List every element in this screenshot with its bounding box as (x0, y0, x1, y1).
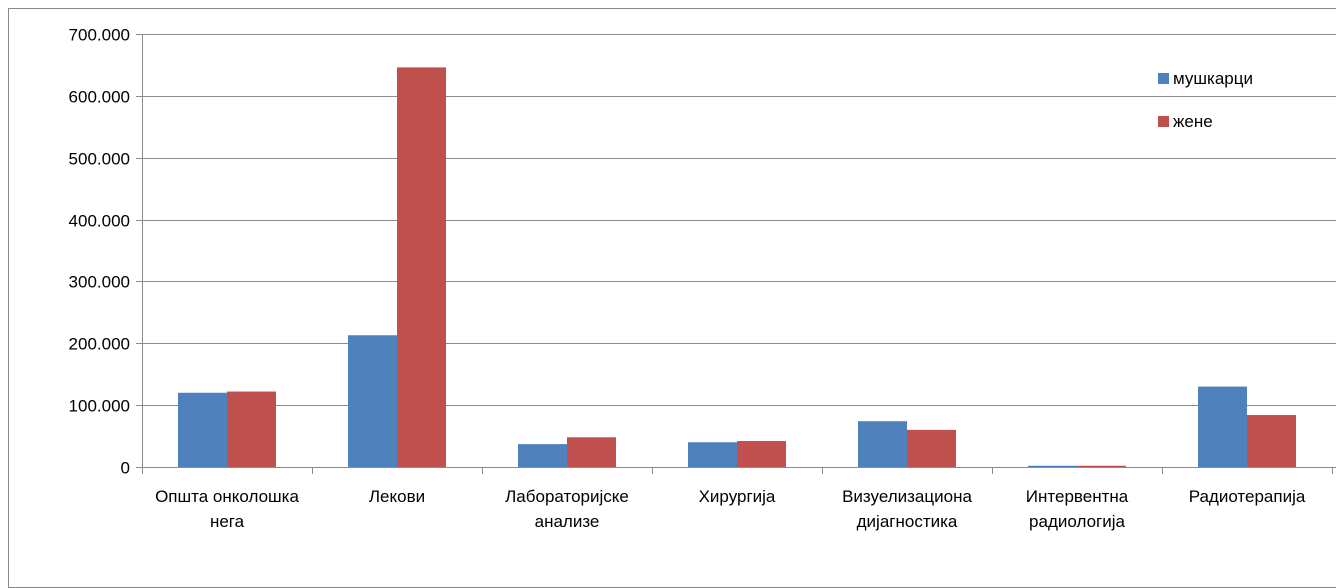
bar-women (907, 429, 956, 467)
x-tick-label: Лекови (369, 487, 425, 506)
bar-men (1028, 465, 1077, 467)
bars (178, 67, 1296, 467)
legend-swatch (1158, 116, 1169, 127)
chart-frame (8, 8, 1336, 588)
legend: мушкарци жене (1158, 69, 1253, 131)
bar-men (688, 442, 737, 467)
x-tick-label: Интервентна радиологија (1026, 487, 1129, 531)
x-tick-labels: Општа онколошка нега Лекови Лабораторијске а… (155, 487, 1306, 531)
bar-men (178, 392, 227, 467)
legend-label: жене (1173, 112, 1213, 131)
y-tick-labels: 0 100.000 200.000 300.000 400.000 500.000 600.… (69, 26, 130, 478)
x-tick-label: Општа онколошка нега (155, 487, 299, 531)
legend-swatch (1158, 73, 1169, 84)
y-tick-label: 200.000 (69, 335, 130, 354)
bar-women (567, 437, 616, 467)
axes (136, 34, 1336, 474)
bar-women (227, 391, 276, 467)
y-tick-label: 700.000 (69, 26, 130, 45)
x-tick-label: Радиотерапија (1189, 487, 1306, 506)
gridlines (142, 34, 1336, 406)
y-tick-label: 600.000 (69, 88, 130, 107)
bar-women (737, 441, 786, 467)
bar-chart: 0 100.000 200.000 300.000 400.000 500.000 600.… (69, 26, 1336, 531)
bar-women (397, 67, 446, 467)
bar-men (1198, 386, 1247, 467)
bar-men (348, 335, 397, 467)
x-tick-label: Лабораторијске анализе (505, 487, 629, 531)
y-tick-label: 300.000 (69, 273, 130, 292)
y-tick-label: 0 (121, 459, 130, 478)
y-tick-label: 500.000 (69, 150, 130, 169)
legend-label: мушкарци (1173, 69, 1253, 88)
x-tick-label: Визуелизациона дијагностика (842, 487, 972, 531)
bar-women (1247, 415, 1296, 467)
y-tick-label: 400.000 (69, 212, 130, 231)
bar-women (1077, 465, 1126, 467)
x-tick-label: Хирургија (699, 487, 776, 506)
y-tick-label: 100.000 (69, 397, 130, 416)
bar-men (518, 444, 567, 467)
bar-men (858, 421, 907, 467)
